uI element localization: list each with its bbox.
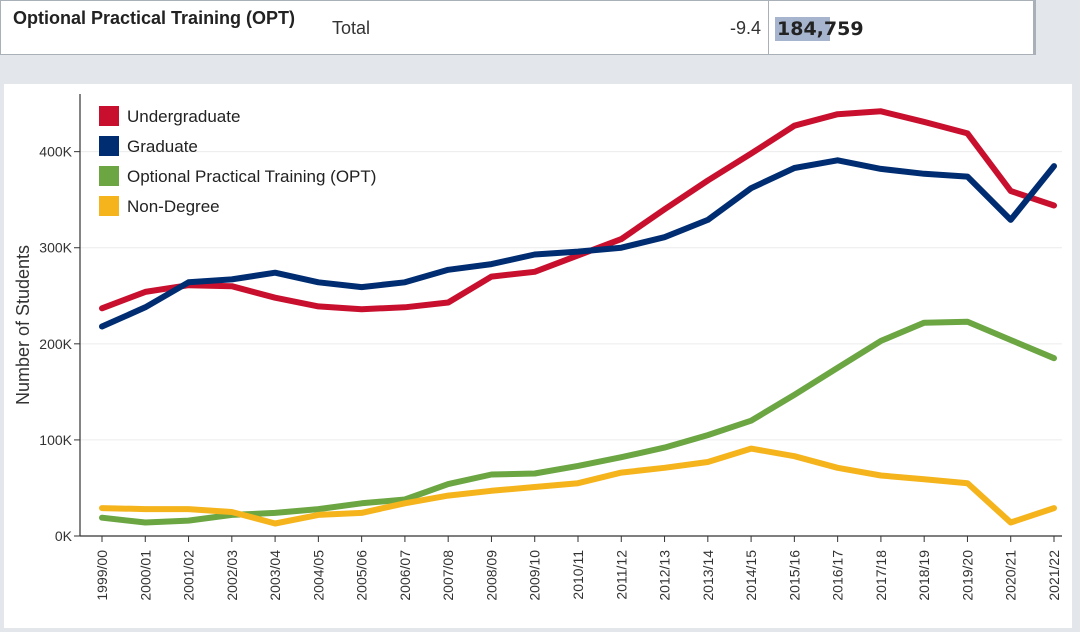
- y-tick-label: 300K: [39, 240, 72, 256]
- row-type: Total: [332, 18, 371, 38]
- legend-label-undergraduate[interactable]: Undergraduate: [127, 107, 240, 126]
- x-tick-label: 2014/15: [743, 550, 759, 601]
- x-tick-label: 2020/21: [1003, 550, 1019, 601]
- x-tick-label: 2003/04: [267, 550, 283, 601]
- legend-label-optional-practical-training-opt[interactable]: Optional Practical Training (OPT): [127, 167, 376, 186]
- x-tick-label: 2006/07: [397, 550, 413, 601]
- y-tick-label: 400K: [39, 144, 72, 160]
- y-tick-label: 100K: [39, 432, 72, 448]
- value-cell[interactable]: 184,759: [768, 1, 1036, 54]
- y-tick-label: 200K: [39, 336, 72, 352]
- legend-swatch-undergraduate[interactable]: [99, 106, 119, 126]
- y-tick-label: 0K: [55, 528, 73, 544]
- y-axis-title: Number of Students: [13, 245, 33, 405]
- x-tick-label: 2019/20: [959, 550, 975, 601]
- x-tick-label: 2013/14: [700, 550, 716, 601]
- x-tick-label: 2015/16: [786, 550, 802, 601]
- x-tick-label: 2005/06: [354, 550, 370, 601]
- x-tick-label: 2009/10: [527, 550, 543, 601]
- legend-swatch-non-degree[interactable]: [99, 196, 119, 216]
- x-tick-label: 2018/19: [916, 550, 932, 601]
- series-lines: [99, 108, 1057, 527]
- legend-swatch-optional-practical-training-opt[interactable]: [99, 166, 119, 186]
- row-label: Optional Practical Training (OPT): [13, 8, 296, 28]
- legend-swatch-graduate[interactable]: [99, 136, 119, 156]
- x-tick-label: 2016/17: [830, 550, 846, 601]
- series-line-graduate[interactable]: [99, 157, 1057, 330]
- legend: Undergraduate Graduate Optional Practical …: [99, 106, 376, 216]
- x-tick-label: 2007/08: [440, 550, 456, 601]
- axes: 0K 100K 200K 300K 400K 1999/00 2000/01 2001/02 2…: [39, 94, 1062, 601]
- x-tick-label: 1999/00: [94, 550, 110, 601]
- x-tick-label: 2011/12: [613, 550, 629, 600]
- series-line-optional-practical-training-opt[interactable]: [99, 318, 1057, 526]
- x-tick-label: 2021/22: [1046, 550, 1062, 601]
- chart-panel: 0K 100K 200K 300K 400K 1999/00 2000/01 2001/02 2…: [4, 84, 1072, 628]
- opt-total-row: Optional Practical Training (OPT) Total …: [0, 0, 1036, 55]
- percent-change: -9.4: [729, 18, 761, 38]
- x-tick-label: 2017/18: [873, 550, 889, 601]
- x-tick-label: 2008/09: [483, 550, 499, 601]
- x-tick-label: 2002/03: [224, 550, 240, 601]
- enrollment-line-chart: 0K 100K 200K 300K 400K 1999/00 2000/01 2001/02 2…: [13, 94, 1062, 601]
- series-line-undergraduate[interactable]: [99, 108, 1057, 313]
- series-line-non-degree[interactable]: [99, 445, 1057, 527]
- x-tick-label: 2001/02: [181, 550, 197, 601]
- x-tick-label: 2012/13: [657, 550, 673, 601]
- x-tick-label: 2010/11: [570, 550, 586, 600]
- legend-label-non-degree[interactable]: Non-Degree: [127, 197, 220, 216]
- total-value[interactable]: 184,759: [775, 17, 866, 41]
- legend-label-graduate[interactable]: Graduate: [127, 137, 198, 156]
- x-tick-label: 2000/01: [137, 550, 153, 601]
- x-tick-label: 2004/05: [310, 550, 326, 601]
